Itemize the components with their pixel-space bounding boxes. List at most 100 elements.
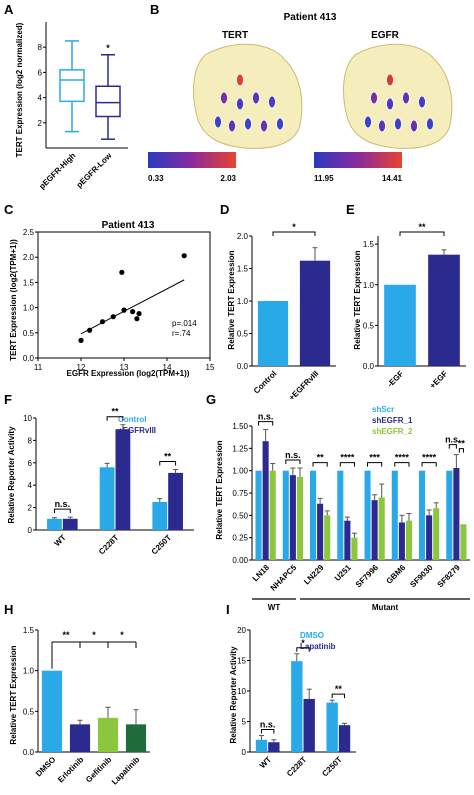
g-ylabel: Relative TERT Expression [215,440,224,539]
f-bar-0-1 [99,467,115,530]
i-sig-bracket-2 [331,693,346,699]
brain-left-spot-2 [236,97,244,111]
brain-right-shape [343,43,453,149]
brain-right-spot-9 [426,117,434,131]
brain-left-spot-4 [268,95,276,109]
g-xlabel-1: NHAPC5 [269,563,299,593]
h-bar-1 [69,724,91,752]
g-legend-1: shEGFR_1 [372,416,413,425]
h-sig-0: ** [62,630,70,640]
g-sig-bracket-6-label: **** [422,453,437,463]
c-point-0 [78,337,84,343]
f-bar-0-2 [152,502,168,530]
c-xtick-label-1: 12 [77,363,86,372]
c-ytick-label-3: 1.5 [23,278,35,287]
b-left-min: 0.33 [148,174,164,183]
i-sig-bracket-2-label: ** [335,684,343,694]
f-xlabel-1: C228T [97,533,120,556]
g-sig-bracket-4 [367,462,383,467]
g-bar-2-2 [324,515,331,560]
c-stat-p: p=.014 [172,319,197,328]
g-bar-0-3 [337,470,344,560]
g-ytick-label-6: 1.50 [232,422,248,431]
i-sig-bracket-0 [260,729,275,734]
c-title: Patient 413 [102,220,155,231]
c-point-6 [130,309,136,315]
d-ytick-label-0: 0.0 [237,362,249,371]
f-ytick-label-5: 10 [23,414,32,423]
g-xlabel-4: SF7996 [354,563,381,590]
brain-left-spot-8 [260,119,268,133]
g-bar-2-0 [269,470,276,560]
c-point-5 [121,307,127,313]
g-sig-bracket-3-label: **** [340,453,355,463]
panel-label-h: H [4,602,13,617]
a-ytick-label-1: 4 [38,94,43,103]
g-bar-0-2 [309,470,317,560]
g-bar-2-1 [296,476,304,560]
c-ytick-label-2: 1.0 [23,304,35,313]
b-left-title: TERT [222,30,248,41]
panel-label-a: A [4,2,14,17]
f-bar-1-1 [115,429,131,530]
c-stat-r: r=.74 [172,329,191,338]
a-ytick-label-3: 8 [38,43,43,52]
e-bar-0 [384,284,416,366]
h-xlabel-0: DMSO [34,755,57,778]
brain-left-shape [193,43,303,149]
g-bar-0-0 [255,470,262,560]
e-ytick-label-2: 1.0 [363,281,375,290]
h-sig-1: * [92,630,96,640]
g-sig-bracket-1 [285,459,301,464]
c-point-3 [110,314,116,320]
f-ytick-label-2: 4 [28,481,33,490]
brain-right-spot-0 [386,73,394,87]
brain-left-spot-0 [236,73,244,87]
g-bar-1-0 [262,441,269,560]
h-ytick-label-0: 0.0 [23,748,35,757]
c-ylabel: TERT Expression (log2(TPM+1)) [9,239,18,361]
e-sig-bracket-label: ** [418,222,426,232]
d-bar-0 [257,301,289,366]
c-point-8 [136,311,142,317]
a-box-0 [59,69,85,103]
brain-right-spots [364,73,434,133]
brain-right-spot-8 [410,119,418,133]
panel-label-d: D [220,202,229,217]
d-ylabel: Relative TERT Expression [227,250,236,349]
brain-right-spot-1 [370,91,378,105]
i-ytick-label-3: 15 [237,657,246,666]
i-xlabel-1: C228T [285,755,308,778]
g-ytick-label-5: 1.25 [232,444,248,453]
g-bar-0-6 [418,470,426,560]
d-ytick-label-3: 1.5 [237,265,249,274]
i-ylabel: Relative Reporter Activity [229,646,238,744]
e-ytick-label-3: 1.5 [363,240,375,249]
g-legend-2: shEGFR_2 [372,427,413,436]
g-bar-1-4 [371,500,378,560]
i-bar-0-0 [255,739,268,752]
i-bar-1-2 [338,725,351,752]
c-point-7 [134,316,140,322]
g-bar-0-7 [446,470,453,560]
d-bar-1 [299,260,331,366]
f-xlabel-2: C250T [150,533,173,556]
c-xtick-label-4: 15 [206,363,215,372]
h-sig-2: * [120,630,124,640]
i-sig-bracket-0-label: n.s. [260,720,276,730]
c-ytick-label-5: 2.5 [23,228,35,237]
g-sig-bracket-7 [448,444,457,449]
brain-right-spot-5 [364,115,372,129]
f-ytick-label-1: 2 [28,504,33,513]
g-xlabel-0: LN18 [251,563,272,584]
g-bar-0-4 [364,470,371,560]
g-group-wt: WT [268,603,281,612]
c-ytick-label-4: 2.0 [23,253,35,262]
c-frame [37,231,211,359]
brain-right-spot-4 [418,95,426,109]
e-bar-1 [428,254,460,366]
g-bar-2-3 [351,537,358,560]
a-xlabel-0: pEGFR-High [37,151,77,191]
d-sig-bracket-label: * [292,222,296,232]
